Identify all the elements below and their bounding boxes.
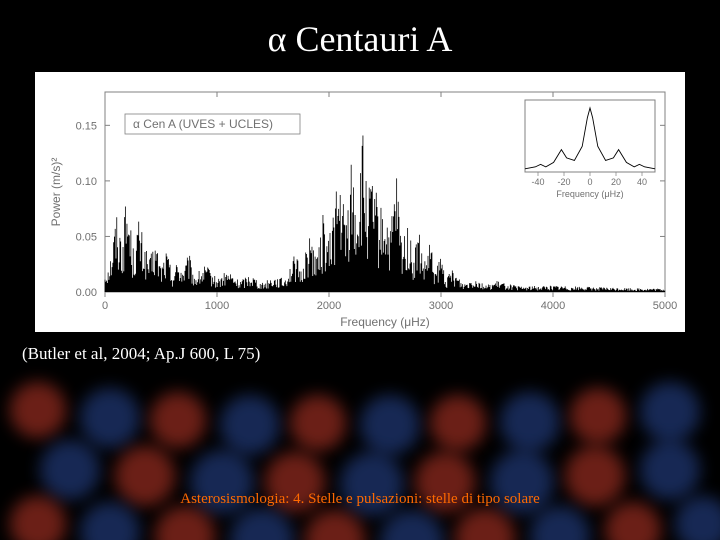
svg-text:-20: -20 bbox=[557, 177, 570, 187]
svg-text:0.15: 0.15 bbox=[76, 120, 97, 132]
svg-text:0.05: 0.05 bbox=[76, 231, 97, 243]
svg-text:3000: 3000 bbox=[429, 300, 453, 312]
power-spectrum-chart: 0 1000 2000 3000 4000 5000 0.00 0.05 0.10 0.15 Fre… bbox=[35, 72, 685, 332]
svg-text:0: 0 bbox=[102, 300, 108, 312]
svg-text:α Cen A (UVES + UCLES): α Cen A (UVES + UCLES) bbox=[133, 117, 273, 131]
svg-text:40: 40 bbox=[637, 177, 647, 187]
footer-text: Asterosismologia: 4. Stelle e pulsazioni… bbox=[0, 491, 720, 508]
chart-svg: 0 1000 2000 3000 4000 5000 0.00 0.05 0.10 0.15 Fre… bbox=[35, 72, 685, 332]
svg-text:-40: -40 bbox=[531, 177, 544, 187]
citation-text: (Butler et al, 2004; Ap.J 600, L 75) bbox=[22, 344, 260, 364]
svg-text:0.10: 0.10 bbox=[76, 176, 97, 188]
svg-text:20: 20 bbox=[611, 177, 621, 187]
svg-text:4000: 4000 bbox=[541, 300, 565, 312]
svg-text:2000: 2000 bbox=[317, 300, 341, 312]
svg-text:Power (m/s)²: Power (m/s)² bbox=[49, 158, 63, 227]
svg-text:0.00: 0.00 bbox=[76, 287, 97, 299]
svg-text:Frequency (μHz): Frequency (μHz) bbox=[556, 189, 623, 199]
svg-text:5000: 5000 bbox=[653, 300, 677, 312]
svg-text:Frequency (μHz): Frequency (μHz) bbox=[340, 315, 430, 329]
svg-text:1000: 1000 bbox=[205, 300, 229, 312]
page-title: α Centauri A bbox=[0, 18, 720, 60]
svg-text:0: 0 bbox=[587, 177, 592, 187]
